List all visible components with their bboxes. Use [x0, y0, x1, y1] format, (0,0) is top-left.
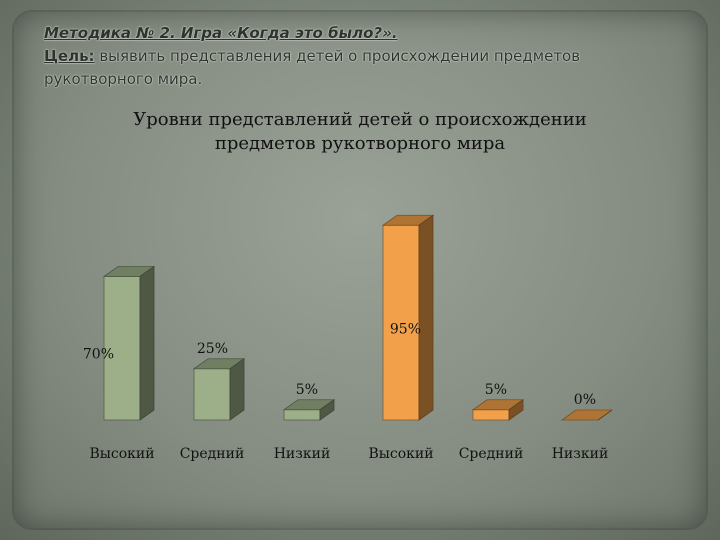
bar-front	[472, 409, 510, 421]
category-label: Средний	[459, 446, 524, 462]
bar-side	[229, 357, 245, 421]
goal-label: Цель:	[44, 47, 95, 65]
bar-side	[597, 409, 613, 421]
method-title: Методика № 2. Игра «Когда это было?».	[44, 24, 398, 42]
data-label: 95%	[390, 321, 421, 337]
bar-front	[283, 409, 321, 421]
goal-text: выявить представления детей о происхожде…	[44, 47, 581, 88]
bar-front	[193, 368, 231, 421]
category-label: Низкий	[274, 446, 331, 462]
data-label: 5%	[296, 382, 318, 398]
category-label: Высокий	[368, 446, 433, 462]
bar-side	[319, 398, 335, 421]
data-label: 5%	[485, 382, 507, 398]
bar-side	[508, 398, 524, 421]
bar-side	[418, 214, 434, 421]
category-label: Высокий	[89, 446, 154, 462]
data-label: 70%	[83, 347, 114, 363]
category-label: Средний	[180, 446, 245, 462]
data-label: 0%	[574, 392, 596, 408]
slide-heading: Методика № 2. Игра «Когда это было?». Це…	[44, 22, 664, 91]
bar-front	[103, 276, 141, 421]
category-label: Низкий	[552, 446, 609, 462]
chart-title: Уровни представлений детей о происхожден…	[133, 109, 587, 154]
data-label: 25%	[197, 341, 228, 357]
bar-front	[382, 224, 420, 421]
bar-side	[139, 265, 155, 421]
